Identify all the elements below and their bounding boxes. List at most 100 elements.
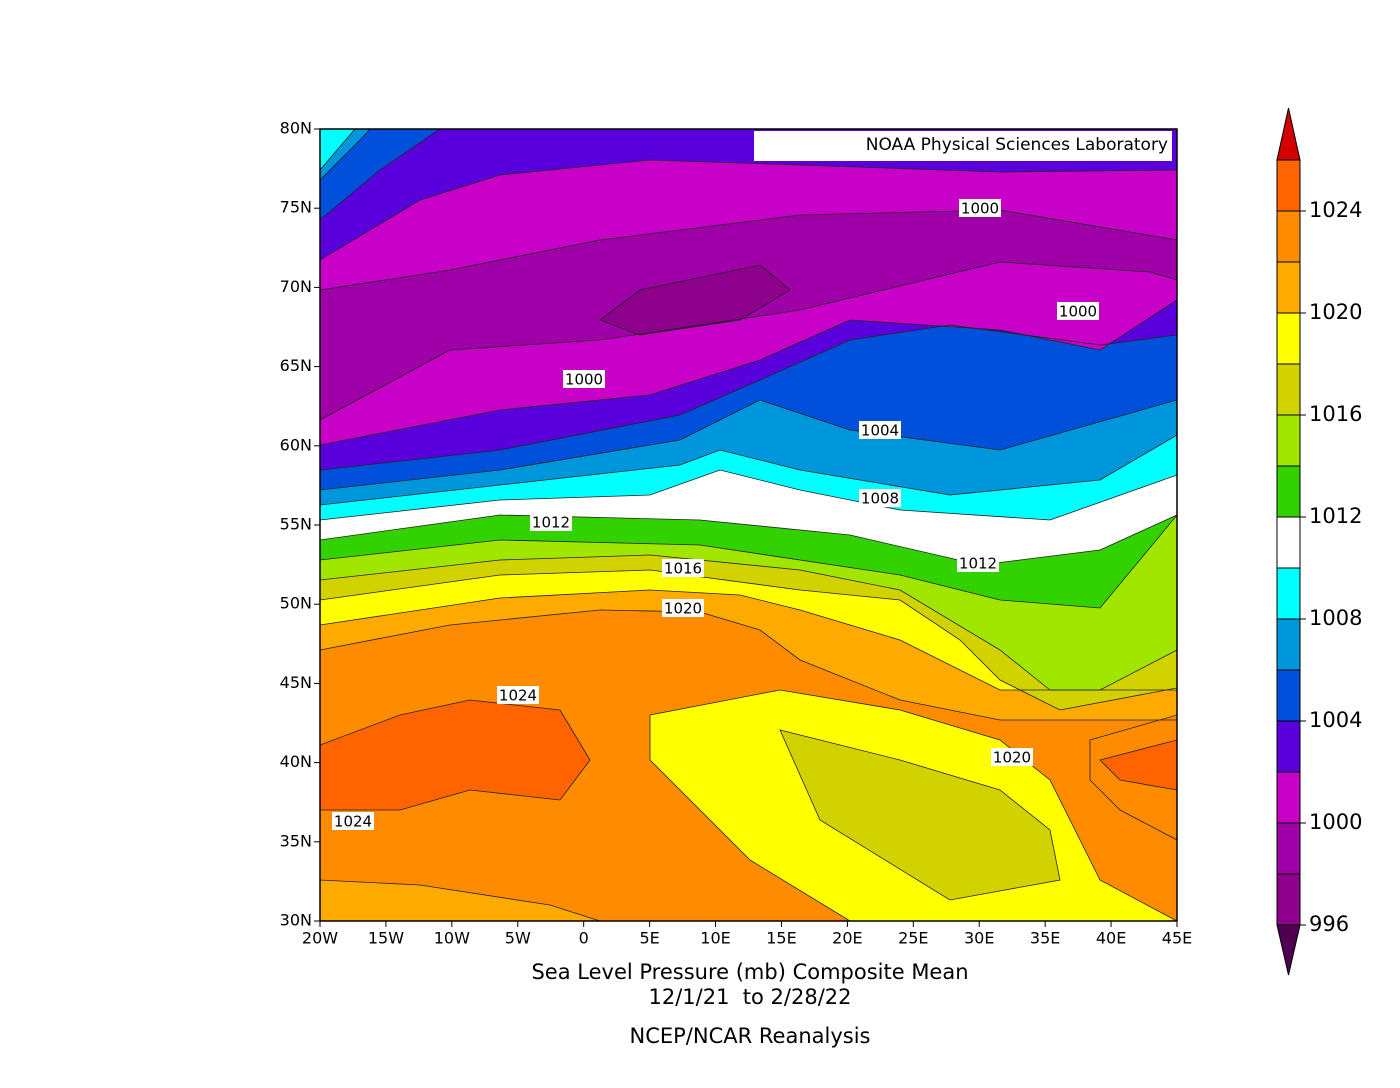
- contour-label-bg: [530, 513, 572, 531]
- lon-label: 20W: [302, 929, 338, 948]
- colorbar-label: 1016: [1309, 402, 1362, 426]
- contour-line: [320, 589, 1177, 691]
- colorbar-label: 1000: [1309, 810, 1362, 834]
- contour-label: 1012: [532, 514, 570, 532]
- lon-label: 15W: [368, 929, 404, 948]
- lon-label: 5W: [505, 929, 531, 948]
- colorbar-box: [1276, 261, 1301, 314]
- source: NCEP/NCAR Reanalysis: [630, 1024, 871, 1048]
- lat-label: 55N: [280, 515, 312, 534]
- lon-label: 30E: [964, 929, 994, 948]
- contour-label-bg: [957, 554, 999, 572]
- lon-label: 20E: [832, 929, 862, 948]
- colorbar-box: [1276, 873, 1301, 926]
- lat-label: 60N: [280, 435, 312, 454]
- lon-label: 40E: [1096, 929, 1126, 948]
- lon-label: 0: [579, 929, 589, 948]
- contour-label: 1000: [1059, 303, 1097, 321]
- pressure-field: [320, 129, 1177, 921]
- contour-line: [320, 261, 1177, 421]
- contour-label-bg: [563, 370, 605, 388]
- colorbar-over: [1276, 107, 1301, 161]
- field-band: [780, 730, 1060, 900]
- lat-label: 35N: [280, 831, 312, 850]
- contour-line: [320, 434, 1177, 506]
- colorbar-label: 1004: [1309, 708, 1362, 732]
- contour-line: [320, 159, 1177, 261]
- colorbar-box: [1276, 771, 1301, 824]
- contour-label-bg: [662, 559, 704, 577]
- contour-line: [599, 264, 791, 336]
- contour-label: 1024: [499, 687, 537, 705]
- contour-line: [320, 299, 1177, 446]
- colorbar-box: [1276, 312, 1301, 365]
- contour-line: [1089, 714, 1177, 841]
- field-band: [320, 129, 1177, 260]
- contour-line: [320, 129, 356, 171]
- contour-label: 1024: [334, 813, 372, 831]
- colorbar-label: 996: [1309, 912, 1349, 936]
- lat-label: 75N: [280, 198, 312, 217]
- contour-line: [320, 514, 1177, 609]
- contour-label-bg: [662, 599, 704, 617]
- field-band: [320, 129, 440, 220]
- colorbar-label: 1008: [1309, 606, 1362, 630]
- colorbar-box: [1276, 822, 1301, 875]
- contour-label-bg: [859, 421, 901, 439]
- colorbar-box: [1276, 720, 1301, 773]
- colorbar-box: [1276, 567, 1301, 620]
- lat-label: 30N: [280, 911, 312, 930]
- lon-label: 15E: [766, 929, 796, 948]
- field-band: [320, 880, 600, 921]
- contour-label-bg: [332, 812, 374, 830]
- contour-label: 1008: [861, 490, 899, 508]
- colorbar-label: 1012: [1309, 504, 1362, 528]
- contour-line: [320, 324, 1177, 471]
- colorbar-box: [1276, 210, 1301, 263]
- colorbar-box: [1276, 669, 1301, 722]
- contour-line: [320, 399, 1177, 491]
- colorbar-box: [1276, 363, 1301, 416]
- contour-line: [320, 129, 441, 221]
- contour-label-bg: [497, 686, 539, 704]
- lon-label: 10W: [434, 929, 470, 948]
- credit: NOAA Physical Sciences Laboratory: [866, 135, 1168, 155]
- lat-label: 80N: [280, 119, 312, 138]
- lon-label: 35E: [1030, 929, 1060, 948]
- colorbar-box: [1276, 159, 1301, 212]
- lon-label: 25E: [898, 929, 928, 948]
- colorbar-box: [1276, 465, 1301, 518]
- contour-line: [320, 129, 371, 181]
- lon-label: 45E: [1162, 929, 1192, 948]
- contour-label-bg: [1057, 302, 1099, 320]
- lon-label: 10E: [700, 929, 730, 948]
- period: 12/1/21 to 2/28/22: [648, 985, 851, 1009]
- colorbar-box: [1276, 618, 1301, 671]
- lat-label: 45N: [280, 673, 312, 692]
- contour-label: 1020: [993, 749, 1031, 767]
- contour-line: [320, 554, 1177, 691]
- contour-label-bg: [959, 199, 1001, 217]
- contour-line: [779, 729, 1061, 901]
- contour-label: 1016: [664, 560, 702, 578]
- field-band: [1100, 740, 1177, 790]
- field-band: [320, 700, 590, 810]
- colorbar: 1024 1020 1016 1012 1008 1004 1000 996: [1276, 107, 1362, 976]
- colorbar-box: [1276, 516, 1301, 569]
- contour-label: 1000: [565, 371, 603, 389]
- contour-line: [320, 209, 1177, 291]
- contour-label: 1020: [664, 600, 702, 618]
- contour-line: [320, 609, 1177, 721]
- title: Sea Level Pressure (mb) Composite Mean: [531, 960, 968, 984]
- contour-label-bg: [859, 489, 901, 507]
- credit-box: [754, 131, 1172, 161]
- field-band: [600, 265, 790, 335]
- contour-line: [649, 689, 1177, 921]
- contour-line: [320, 469, 1177, 521]
- colorbar-box: [1276, 414, 1301, 467]
- contour-line: [320, 879, 601, 921]
- contour-label: 1004: [861, 422, 899, 440]
- lat-label: 70N: [280, 277, 312, 296]
